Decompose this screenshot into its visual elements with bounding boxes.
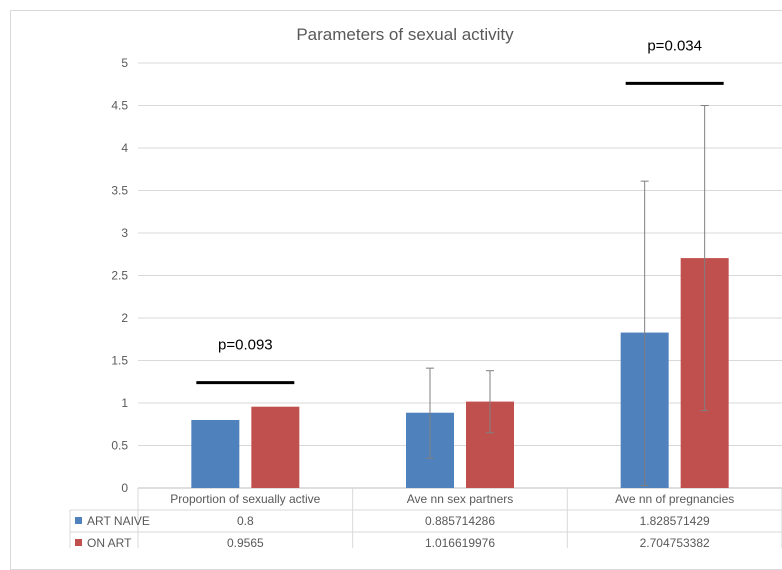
chart-title: Parameters of sexual activity: [296, 25, 514, 44]
table-value: 0.9565: [227, 536, 264, 548]
bar-on-art: [251, 406, 300, 488]
y-tick-label: 4.5: [111, 99, 128, 113]
error-bars: [426, 105, 709, 486]
annotations: p=0.093 p=0.034: [196, 37, 724, 385]
p-value-label: p=0.093: [218, 337, 273, 354]
table-value: 1.016619976: [425, 536, 495, 548]
bar-art-naive: [191, 420, 240, 488]
p-value-label: p=0.034: [647, 37, 702, 54]
bars: [191, 258, 729, 488]
y-tick-label: 5: [121, 56, 128, 70]
legend-label: ON ART: [87, 536, 132, 548]
table-value: 0.885714286: [425, 514, 495, 528]
x-category-label: Ave nn sex partners: [407, 492, 514, 506]
table-value: 1.828571429: [640, 514, 710, 528]
table-value: 0.8: [237, 514, 254, 528]
y-tick-label: 1.5: [111, 354, 128, 368]
y-tick-label: 2.5: [111, 269, 128, 283]
y-tick-label: 2: [121, 311, 128, 325]
chart: Parameters of sexual activity 0 0.5 1 1.5 2 2…: [69, 25, 782, 548]
y-tick-label: 3.5: [111, 184, 128, 198]
y-tick-label: 0.5: [111, 439, 128, 453]
x-category-label: Proportion of sexually active: [170, 492, 320, 506]
y-tick-label: 0: [121, 481, 128, 495]
legend-label: ART NAIVE: [87, 514, 150, 528]
y-tick-label: 3: [121, 226, 128, 240]
x-category-label: Ave nn of pregnancies: [615, 492, 734, 506]
legend-swatch: [75, 517, 82, 524]
legend-swatch: [75, 539, 82, 546]
grid: 0 0.5 1 1.5 2 2.5 3 3.5 4 4.5 5: [111, 56, 782, 495]
y-tick-label: 1: [121, 396, 128, 410]
data-table: Proportion of sexually active Ave nn sex …: [69, 488, 782, 548]
table-value: 2.704753382: [640, 536, 710, 548]
y-tick-label: 4: [121, 141, 128, 155]
